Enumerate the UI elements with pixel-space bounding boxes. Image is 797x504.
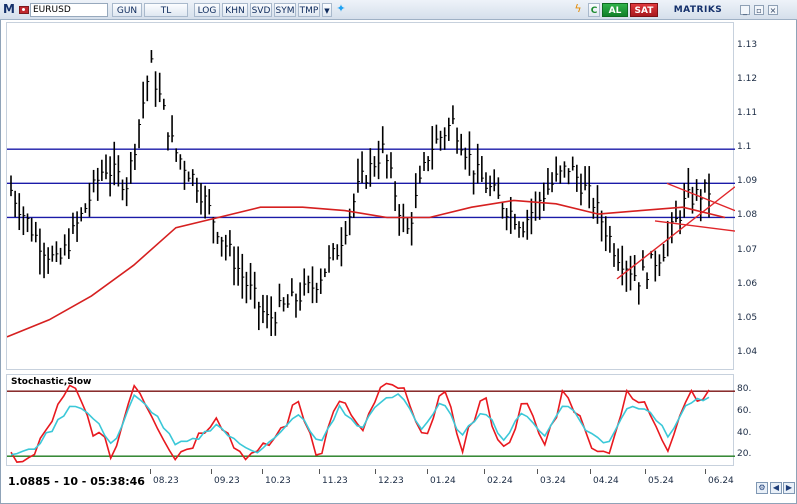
stochastic-title: Stochastic,Slow [11,377,92,387]
date-tick-mark [645,469,646,474]
stoch-fast-line [10,382,710,463]
date-tick-mark [427,469,428,474]
scroll-right-icon[interactable]: ▶ [783,482,795,494]
date-tick-label: 12.23 [378,476,404,486]
price-tick-label: 1.09 [737,176,758,187]
refresh-icon[interactable]: C [588,3,600,17]
currency-button-tl[interactable]: TL [144,3,188,17]
stoch-slow-line [10,392,710,456]
price-chart[interactable] [6,23,736,371]
price-tick-label: 1.05 [737,312,758,323]
flag-icon [19,6,29,14]
date-tick-mark [319,469,320,474]
date-tick-mark [590,469,591,474]
price-tick-label: 1.04 [737,346,758,357]
khn-button[interactable]: KHN [222,3,248,17]
dropdown-icon[interactable]: ▼ [322,3,332,17]
triangle-trendline-0 [616,186,736,280]
date-tick-label: 05.24 [648,476,674,486]
twitter-icon[interactable]: ✦ [336,2,346,15]
buy-button[interactable]: AL [602,3,628,17]
log-button[interactable]: LOG [194,3,220,17]
brand-label: MATRIKS [673,5,723,15]
triangle-trendline-2 [654,220,736,232]
price-chart-panel[interactable] [6,22,736,371]
date-tick-label: 11.23 [322,476,348,486]
price-tick-label: 1.08 [737,210,758,221]
date-tick-label: 04.24 [593,476,619,486]
scroll-left-icon[interactable]: ◀ [770,482,782,494]
price-tick-label: 1.11 [737,108,758,119]
price-tick-label: 1.12 [737,74,758,84]
stoch-tick-label: 40. [737,427,752,438]
status-readout: 1.0885 - 10 - 05:38:46 [8,475,145,488]
date-tick-label: 06.24 [708,476,734,486]
toolbar: M EURUSD GUN TL LOG KHN SVD SYM TMP ▼ ✦ … [0,0,797,20]
date-tick-mark [484,469,485,474]
date-tick-label: 03.24 [540,476,566,486]
price-tick-label: 1.06 [737,278,758,289]
stoch-tick-label: 60. [737,405,752,416]
price-tick-label: 1.07 [737,244,758,255]
stoch-tick-label: 80. [737,384,752,395]
date-tick-mark [211,469,212,474]
app-logo: M [3,2,15,16]
stochastic-chart[interactable] [7,375,735,467]
stoch-tick-label: 20. [737,449,752,460]
minimize-icon[interactable]: _ [740,5,750,15]
close-icon[interactable]: × [768,5,778,15]
date-tick-label: 02.24 [487,476,513,486]
period-button-gun[interactable]: GUN [112,3,142,17]
date-tick-mark [375,469,376,474]
date-tick-label: 10.23 [265,476,291,486]
restore-icon[interactable]: ▫ [754,5,764,15]
date-tick-label: 09.23 [214,476,240,486]
date-tick-label: 08.23 [153,476,179,486]
price-tick-label: 1.1 [737,142,752,153]
settings-icon[interactable]: ⚙ [756,482,768,494]
tmp-button[interactable]: TMP [298,3,320,17]
symbol-input[interactable]: EURUSD [30,3,108,17]
date-tick-mark [705,469,706,474]
sell-button[interactable]: SAT [630,3,658,17]
price-tick-label: 1.13 [737,39,758,50]
flash-icon[interactable]: ϟ [574,2,582,15]
svd-button[interactable]: SVD [250,3,272,17]
date-tick-label: 01.24 [430,476,456,486]
date-tick-mark [262,469,263,474]
date-tick-mark [537,469,538,474]
stochastic-panel[interactable]: Stochastic,Slow [6,374,735,467]
sym-button[interactable]: SYM [274,3,296,17]
triangle-trendline-1 [666,182,736,212]
moving-average-line [6,199,726,338]
date-tick-mark [150,469,151,474]
